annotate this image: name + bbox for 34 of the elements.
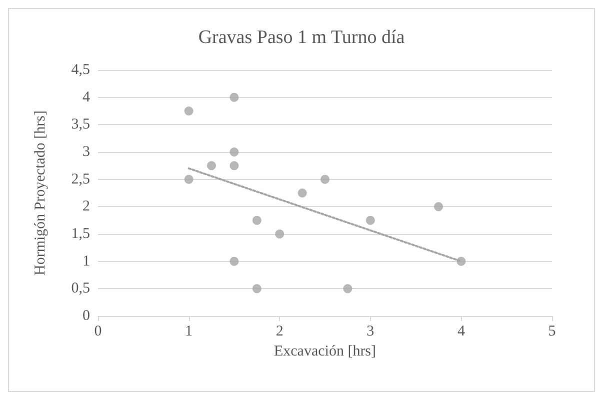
x-tick-label: 5 [548, 324, 556, 340]
y-tick-label: 4 [82, 89, 90, 106]
point [298, 188, 307, 198]
point [366, 216, 375, 225]
x-axis-title: Excavación [hrs] [274, 344, 376, 360]
x-tick-label: 1 [185, 324, 193, 340]
point [275, 230, 284, 238]
point [252, 216, 262, 225]
y-axis-title: Hormigón Proyectado [hrs] [32, 110, 48, 276]
point [230, 92, 239, 102]
chart-title: Gravas Paso 1 m Turno día [198, 27, 406, 48]
point [343, 284, 352, 294]
y-tick-label: 3 [82, 144, 90, 160]
y-tick-label: 1,5 [71, 226, 90, 242]
point [184, 174, 194, 184]
y-tick-label: 3,5 [71, 116, 90, 133]
point [230, 148, 239, 156]
y-tick-label: 1 [82, 253, 90, 270]
x-tick-label: 4 [457, 324, 466, 340]
point [184, 106, 194, 116]
x-tick-label: 3 [366, 324, 374, 340]
point [207, 161, 216, 170]
point [320, 174, 330, 184]
point [434, 202, 443, 212]
point [230, 256, 239, 266]
y-tick-label: 4,5 [71, 62, 90, 78]
y-tick-label: 0 [82, 308, 90, 324]
y-tick-label: 0,5 [71, 280, 90, 297]
y-tick-label: 2 [82, 198, 90, 215]
point [230, 161, 239, 170]
x-tick-label: 2 [276, 324, 284, 340]
point [252, 284, 262, 294]
x-tick-label: 0 [94, 324, 102, 340]
y-tick-label: 2,5 [71, 171, 90, 188]
